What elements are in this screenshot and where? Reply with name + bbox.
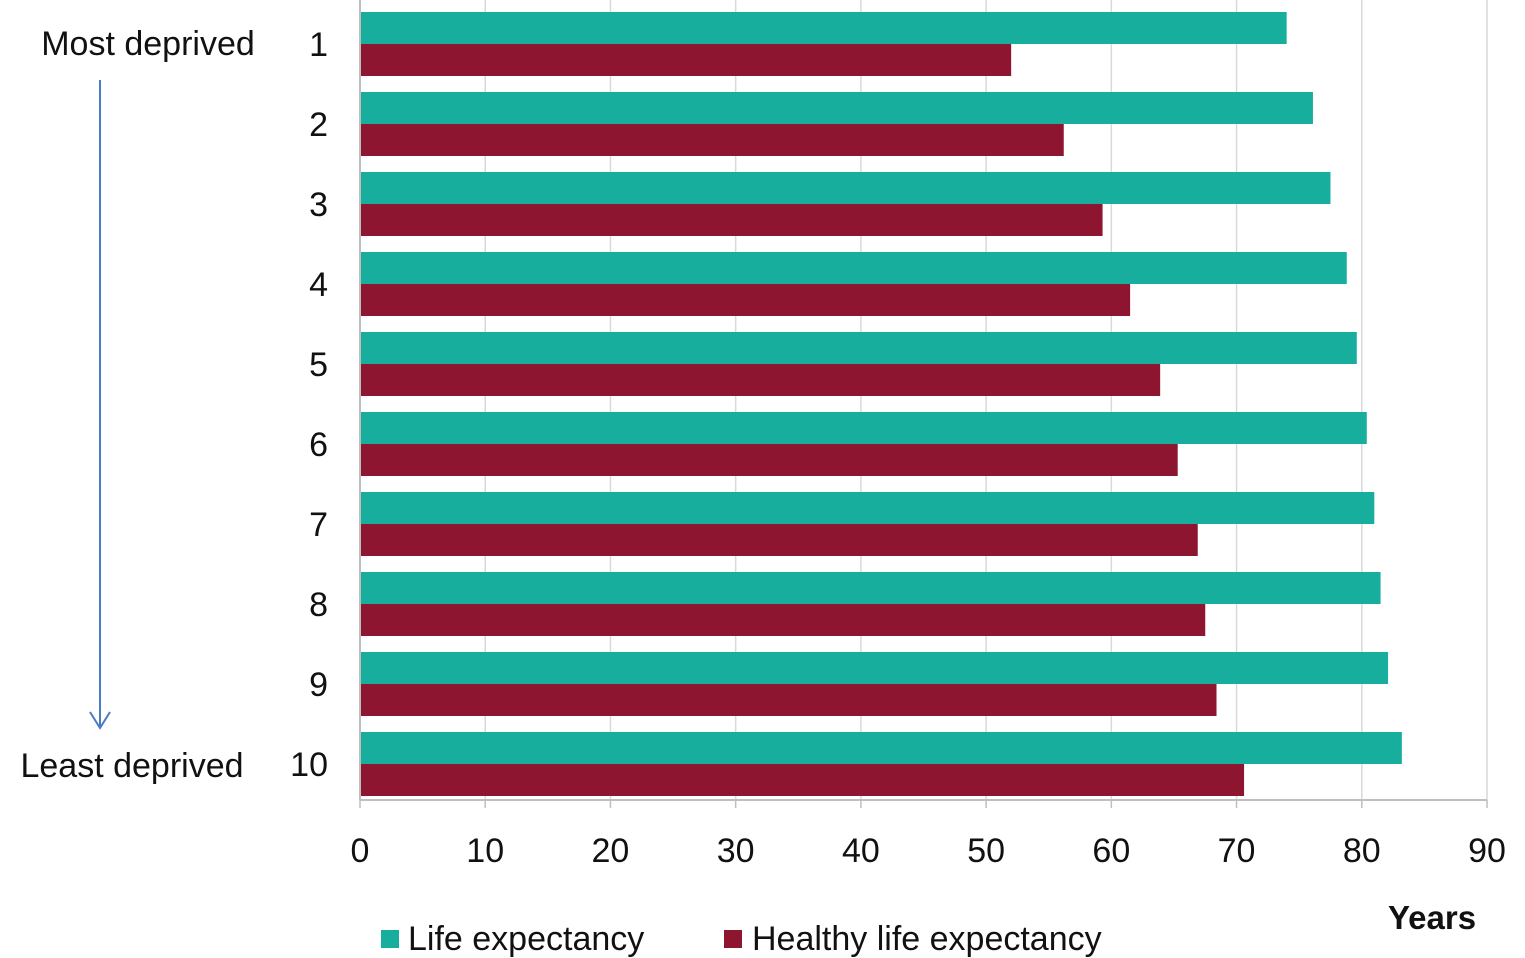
category-label-5: 5 [309,346,328,384]
category-label-7: 7 [309,506,328,544]
deprivation-arrow [89,80,111,730]
bar-healthy-4 [360,284,1131,316]
bar-healthy-1 [360,44,1012,76]
legend-label-life-expectancy: Life expectancy [408,920,644,958]
bar-life-4 [360,252,1347,284]
bar-healthy-6 [360,444,1178,476]
x-axis-title: Years [1388,899,1476,936]
x-tick-label-10: 10 [466,832,504,870]
legend-swatch-healthy-life-expectancy [724,930,742,948]
category-label-1: 1 [309,26,328,64]
bar-healthy-5 [360,364,1161,396]
x-tick-label-80: 80 [1343,832,1381,870]
bar-life-9 [360,652,1389,684]
x-tick-label-90: 90 [1468,832,1506,870]
category-label-9: 9 [309,666,328,704]
bar-healthy-2 [360,124,1064,156]
x-tick-label-0: 0 [351,832,370,870]
category-label-2: 2 [309,106,328,144]
most-deprived-label: Most deprived [41,25,255,63]
bar-life-5 [360,332,1357,364]
x-tick-labels: 0 10 20 30 40 50 60 70 80 90 [351,832,1506,870]
bar-life-2 [360,92,1313,124]
bar-life-7 [360,492,1375,524]
bar-healthy-9 [360,684,1217,716]
bar-healthy-3 [360,204,1103,236]
bar-life-3 [360,172,1331,204]
category-label-6: 6 [309,426,328,464]
bar-healthy-7 [360,524,1198,556]
x-tick-label-40: 40 [842,832,880,870]
bar-life-6 [360,412,1367,444]
bar-life-1 [360,12,1287,44]
bar-life-8 [360,572,1381,604]
bars [360,12,1402,796]
legend: Life expectancy Healthy life expectancy [381,920,1102,958]
legend-swatch-life-expectancy [381,930,399,948]
category-label-10: 10 [290,746,328,784]
x-tick-label-50: 50 [967,832,1005,870]
least-deprived-label: Least deprived [20,747,243,785]
x-tick-label-70: 70 [1218,832,1256,870]
x-tick-label-60: 60 [1092,832,1130,870]
axes [359,0,1487,801]
bar-healthy-8 [360,604,1206,636]
bar-healthy-10 [360,764,1245,796]
bar-life-10 [360,732,1402,764]
category-label-4: 4 [309,266,328,304]
x-tick-label-20: 20 [592,832,630,870]
category-label-8: 8 [309,586,328,624]
category-label-3: 3 [309,186,328,224]
category-labels: 1 2 3 4 5 6 7 8 9 10 [290,26,328,784]
legend-label-healthy-life-expectancy: Healthy life expectancy [752,920,1102,958]
x-tick-label-30: 30 [717,832,755,870]
